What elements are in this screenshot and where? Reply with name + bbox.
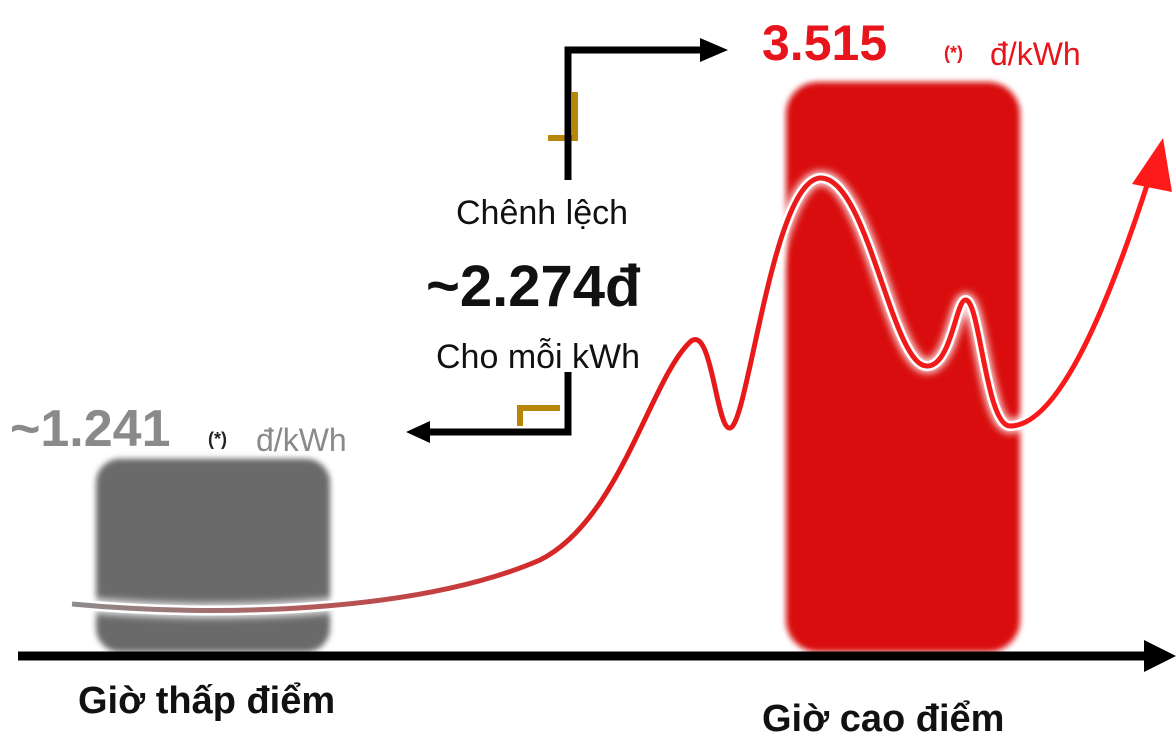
offpeak-value-label: ~1.241: [10, 400, 171, 458]
axis-arrow-icon: [1144, 640, 1176, 672]
curve-arrow-head-icon: [1132, 138, 1172, 192]
peak-value-label: 3.515: [762, 15, 888, 71]
peak-unit-label: đ/kWh: [990, 36, 1081, 72]
offpeak-footnote-mark: (*): [208, 429, 227, 449]
peak-footnote-mark: (*): [944, 43, 963, 63]
trend-curve: [71, 138, 1172, 618]
difference-value: ~2.274đ: [426, 254, 641, 319]
category-label-offpeak: Giờ thấp điểm: [78, 680, 336, 722]
offpeak-unit-label: đ/kWh: [256, 422, 347, 458]
difference-title: Chênh lệch: [456, 194, 629, 232]
bar-peak: [786, 82, 1020, 652]
difference-connector: [406, 38, 728, 443]
bar-offpeak: [96, 458, 330, 652]
x-axis: [18, 640, 1176, 672]
category-label-peak: Giờ cao điểm: [762, 698, 1005, 740]
difference-subtitle: Cho mỗi kWh: [436, 338, 641, 376]
arrow-left-head-icon: [406, 421, 430, 443]
arrow-up-head-icon: [700, 38, 728, 62]
